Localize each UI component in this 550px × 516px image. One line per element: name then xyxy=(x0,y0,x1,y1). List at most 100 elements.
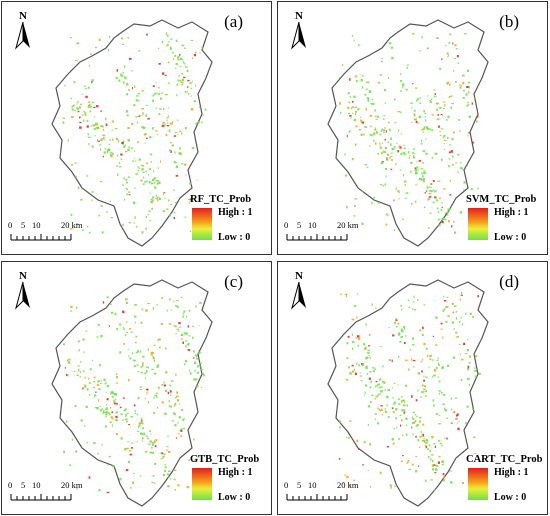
probability-pixel xyxy=(141,419,143,421)
probability-pixel xyxy=(183,363,186,366)
probability-pixel xyxy=(176,391,178,395)
probability-pixel xyxy=(105,408,108,411)
probability-pixel xyxy=(355,112,357,116)
probability-pixel xyxy=(142,113,144,116)
probability-pixel xyxy=(119,323,122,326)
probability-pixel xyxy=(423,388,425,391)
probability-pixel xyxy=(402,83,404,86)
probability-pixel xyxy=(408,306,411,309)
probability-pixel xyxy=(413,118,417,121)
probability-pixel xyxy=(415,87,418,89)
probability-pixel xyxy=(422,161,424,164)
probability-pixel xyxy=(157,199,159,202)
probability-pixel xyxy=(87,225,89,228)
probability-pixel xyxy=(432,463,435,466)
panel-label: (b) xyxy=(499,12,519,31)
probability-pixel xyxy=(160,97,162,100)
probability-pixel xyxy=(174,488,176,491)
probability-pixel xyxy=(463,189,465,191)
probability-pixel xyxy=(79,376,82,378)
probability-pixel xyxy=(173,404,176,407)
probability-pixel xyxy=(155,197,158,200)
probability-pixel xyxy=(352,341,355,344)
probability-pixels xyxy=(338,292,481,491)
probability-pixel xyxy=(167,122,169,124)
probability-pixel xyxy=(112,396,114,399)
probability-pixel xyxy=(142,433,144,436)
probability-pixel xyxy=(86,119,89,122)
probability-pixel xyxy=(364,391,366,394)
probability-pixel xyxy=(411,416,413,418)
probability-pixel xyxy=(354,143,357,146)
probability-pixel xyxy=(420,396,422,398)
probability-pixel xyxy=(367,352,370,354)
probability-pixel xyxy=(433,369,437,372)
probability-pixel xyxy=(104,382,107,385)
probability-pixel xyxy=(108,143,111,146)
north-arrow-icon: N xyxy=(286,270,312,310)
probability-pixel xyxy=(421,175,424,178)
probability-pixel xyxy=(77,110,80,113)
probability-pixel xyxy=(105,391,107,393)
probability-pixel xyxy=(180,81,183,84)
probability-pixel xyxy=(438,390,441,392)
probability-pixel xyxy=(116,138,119,140)
probability-pixel xyxy=(156,92,158,95)
probability-pixel xyxy=(143,127,146,130)
probability-pixel xyxy=(141,440,144,442)
probability-pixel xyxy=(457,171,459,173)
probability-pixel xyxy=(379,133,382,136)
probability-pixel xyxy=(439,131,442,133)
probability-pixel xyxy=(110,391,114,394)
probability-pixel xyxy=(133,365,136,367)
probability-pixel xyxy=(182,418,184,422)
probability-pixel xyxy=(79,106,81,109)
probability-pixel xyxy=(122,223,124,226)
probability-pixel xyxy=(140,432,143,435)
probability-pixel xyxy=(416,415,418,417)
probability-pixel xyxy=(156,365,159,368)
probability-pixel xyxy=(468,132,471,134)
legend-high: High : 1 xyxy=(494,467,529,478)
probability-pixel xyxy=(403,404,406,407)
probability-pixel xyxy=(81,93,83,96)
probability-pixel xyxy=(166,125,170,127)
probability-pixel xyxy=(412,432,414,436)
probability-pixel xyxy=(400,73,402,75)
probability-pixel xyxy=(170,122,173,125)
probability-pixel xyxy=(166,446,169,448)
probability-pixel xyxy=(467,365,470,367)
probability-pixel xyxy=(442,107,445,109)
probability-pixel xyxy=(168,298,171,301)
probability-pixel xyxy=(128,88,130,91)
probability-pixel xyxy=(411,426,413,429)
probability-pixel xyxy=(76,374,79,376)
probability-pixel xyxy=(98,379,100,382)
probability-pixel xyxy=(356,316,358,319)
probability-pixel xyxy=(149,440,152,443)
probability-pixel xyxy=(164,390,167,392)
probability-pixel xyxy=(192,57,194,59)
probability-pixel xyxy=(178,74,180,77)
probability-pixel xyxy=(372,367,375,369)
probability-pixel xyxy=(162,474,166,477)
probability-pixel xyxy=(157,339,160,342)
map-panel-a: N (a) 0 5 10 20 km RF_TC_Prob High : 1 L… xyxy=(1,1,272,255)
probability-pixel xyxy=(364,394,366,396)
probability-pixel xyxy=(173,211,176,214)
probability-pixel xyxy=(436,469,438,471)
probability-pixel xyxy=(384,183,387,186)
probability-pixel xyxy=(97,452,99,455)
legend-color-ramp xyxy=(192,468,212,500)
probability-pixel xyxy=(193,356,195,359)
probability-pixel xyxy=(342,482,345,484)
probability-pixel xyxy=(63,450,65,454)
probability-pixel xyxy=(94,124,97,126)
probability-pixel xyxy=(399,146,402,149)
probability-pixel xyxy=(145,162,148,165)
probability-pixel xyxy=(388,42,392,45)
probability-pixel xyxy=(462,96,464,99)
probability-pixel xyxy=(375,395,378,398)
probability-pixel xyxy=(433,464,436,466)
probability-pixel xyxy=(391,407,394,409)
